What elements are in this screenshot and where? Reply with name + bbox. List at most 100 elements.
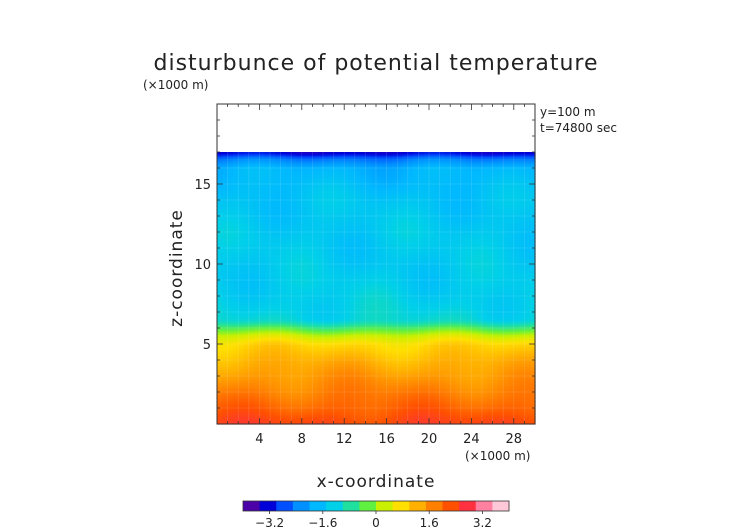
heatmap-cell: [524, 363, 531, 366]
heatmap-cell: [360, 374, 366, 377]
heatmap-cell: [497, 417, 504, 420]
heatmap-cell: [291, 379, 298, 382]
heatmap-cell: [227, 406, 234, 409]
heatmap-cell: [291, 390, 298, 393]
heatmap-cell: [232, 374, 239, 377]
heatmap-cell: [423, 382, 430, 385]
heatmap-cell: [285, 364, 292, 367]
heatmap-cell: [487, 379, 494, 382]
heatmap-cell: [317, 361, 324, 364]
heatmap-cell: [296, 366, 303, 369]
heatmap-cell: [455, 374, 462, 377]
heatmap-cell: [429, 393, 435, 396]
heatmap-cell: [349, 396, 356, 399]
heatmap-cell: [429, 355, 435, 358]
heatmap-cell: [439, 390, 446, 393]
heatmap-cell: [333, 392, 340, 395]
heatmap-cell: [391, 380, 398, 383]
heatmap-cell: [317, 352, 324, 355]
heatmap-cell: [307, 382, 313, 385]
heatmap-cell: [222, 368, 229, 371]
heatmap-cell: [402, 360, 409, 363]
heatmap-cell: [519, 366, 525, 369]
heatmap-cell: [280, 379, 287, 382]
heatmap-cell: [376, 406, 382, 409]
heatmap-cell: [391, 356, 398, 359]
heatmap-cell: [264, 417, 271, 420]
heatmap-cell: [333, 353, 340, 356]
heatmap-cell: [519, 417, 525, 420]
heatmap-cell: [264, 411, 271, 414]
heatmap-cell: [370, 376, 377, 379]
heatmap-cell: [238, 417, 245, 420]
heatmap-cell: [360, 358, 366, 361]
heatmap-cell: [381, 350, 388, 353]
heatmap-cell: [222, 408, 229, 411]
heatmap-cell: [429, 403, 435, 406]
heatmap-cell: [365, 393, 372, 396]
heatmap-cell: [407, 352, 414, 355]
heatmap-cell: [439, 382, 446, 385]
heatmap-cell: [413, 387, 419, 390]
heatmap-cell: [503, 377, 510, 380]
heatmap-cell: [450, 390, 457, 393]
heatmap-cell: [328, 403, 335, 406]
heatmap-cell: [391, 396, 398, 399]
heatmap-cell: [338, 360, 345, 363]
heatmap-cell: [503, 368, 510, 371]
heatmap-cell: [317, 363, 324, 366]
heatmap-cell: [513, 350, 520, 353]
heatmap-cell: [497, 371, 504, 374]
heatmap-cell: [402, 417, 409, 420]
heatmap-cell: [317, 355, 324, 358]
heatmap-cell: [413, 388, 419, 391]
heatmap-cell: [513, 401, 520, 404]
heatmap-cell: [402, 419, 409, 422]
heatmap-cell: [264, 363, 271, 366]
heatmap-cell: [444, 382, 451, 385]
heatmap-cell: [222, 385, 229, 388]
heatmap-cell: [402, 353, 409, 356]
heatmap-cell: [328, 353, 335, 356]
heatmap-cell: [397, 380, 404, 383]
heatmap-cell: [381, 419, 388, 422]
heatmap-cell: [333, 403, 340, 406]
heatmap-cell: [418, 369, 425, 372]
heatmap-cell: [227, 393, 234, 396]
heatmap-cell: [402, 398, 409, 401]
heatmap-cell: [492, 416, 499, 419]
heatmap-cell: [238, 388, 245, 391]
heatmap-cell: [466, 352, 472, 355]
heatmap-cell: [460, 382, 467, 385]
heatmap-cell: [370, 377, 377, 380]
heatmap-cell: [275, 371, 282, 374]
heatmap-cell: [519, 350, 525, 353]
heatmap-cell: [519, 380, 525, 383]
heatmap-cell: [275, 416, 282, 419]
heatmap-cell: [476, 355, 483, 358]
heatmap-cell: [328, 372, 335, 375]
heatmap-cell: [254, 403, 260, 406]
heatmap-cell: [524, 372, 531, 375]
heatmap-cell: [376, 409, 382, 412]
heatmap-cell: [307, 358, 313, 361]
heatmap-cell: [232, 358, 239, 361]
heatmap-cell: [227, 380, 234, 383]
heatmap-cell: [434, 417, 441, 420]
heatmap-cell: [248, 398, 255, 401]
heatmap-cell: [492, 358, 499, 361]
heatmap-cell: [519, 376, 525, 379]
heatmap-cell: [482, 388, 488, 391]
heatmap-cell: [407, 353, 414, 356]
heatmap-cell: [344, 400, 351, 403]
heatmap-cell: [460, 372, 467, 375]
heatmap-cell: [423, 360, 430, 363]
heatmap-cell: [450, 409, 457, 412]
heatmap-cell: [391, 363, 398, 366]
heatmap-cell: [338, 411, 345, 414]
heatmap-cell: [333, 350, 340, 353]
heatmap-cell: [391, 350, 398, 353]
heatmap-cell: [259, 384, 266, 387]
heatmap-cell: [344, 411, 351, 414]
heatmap-cell: [328, 380, 335, 383]
